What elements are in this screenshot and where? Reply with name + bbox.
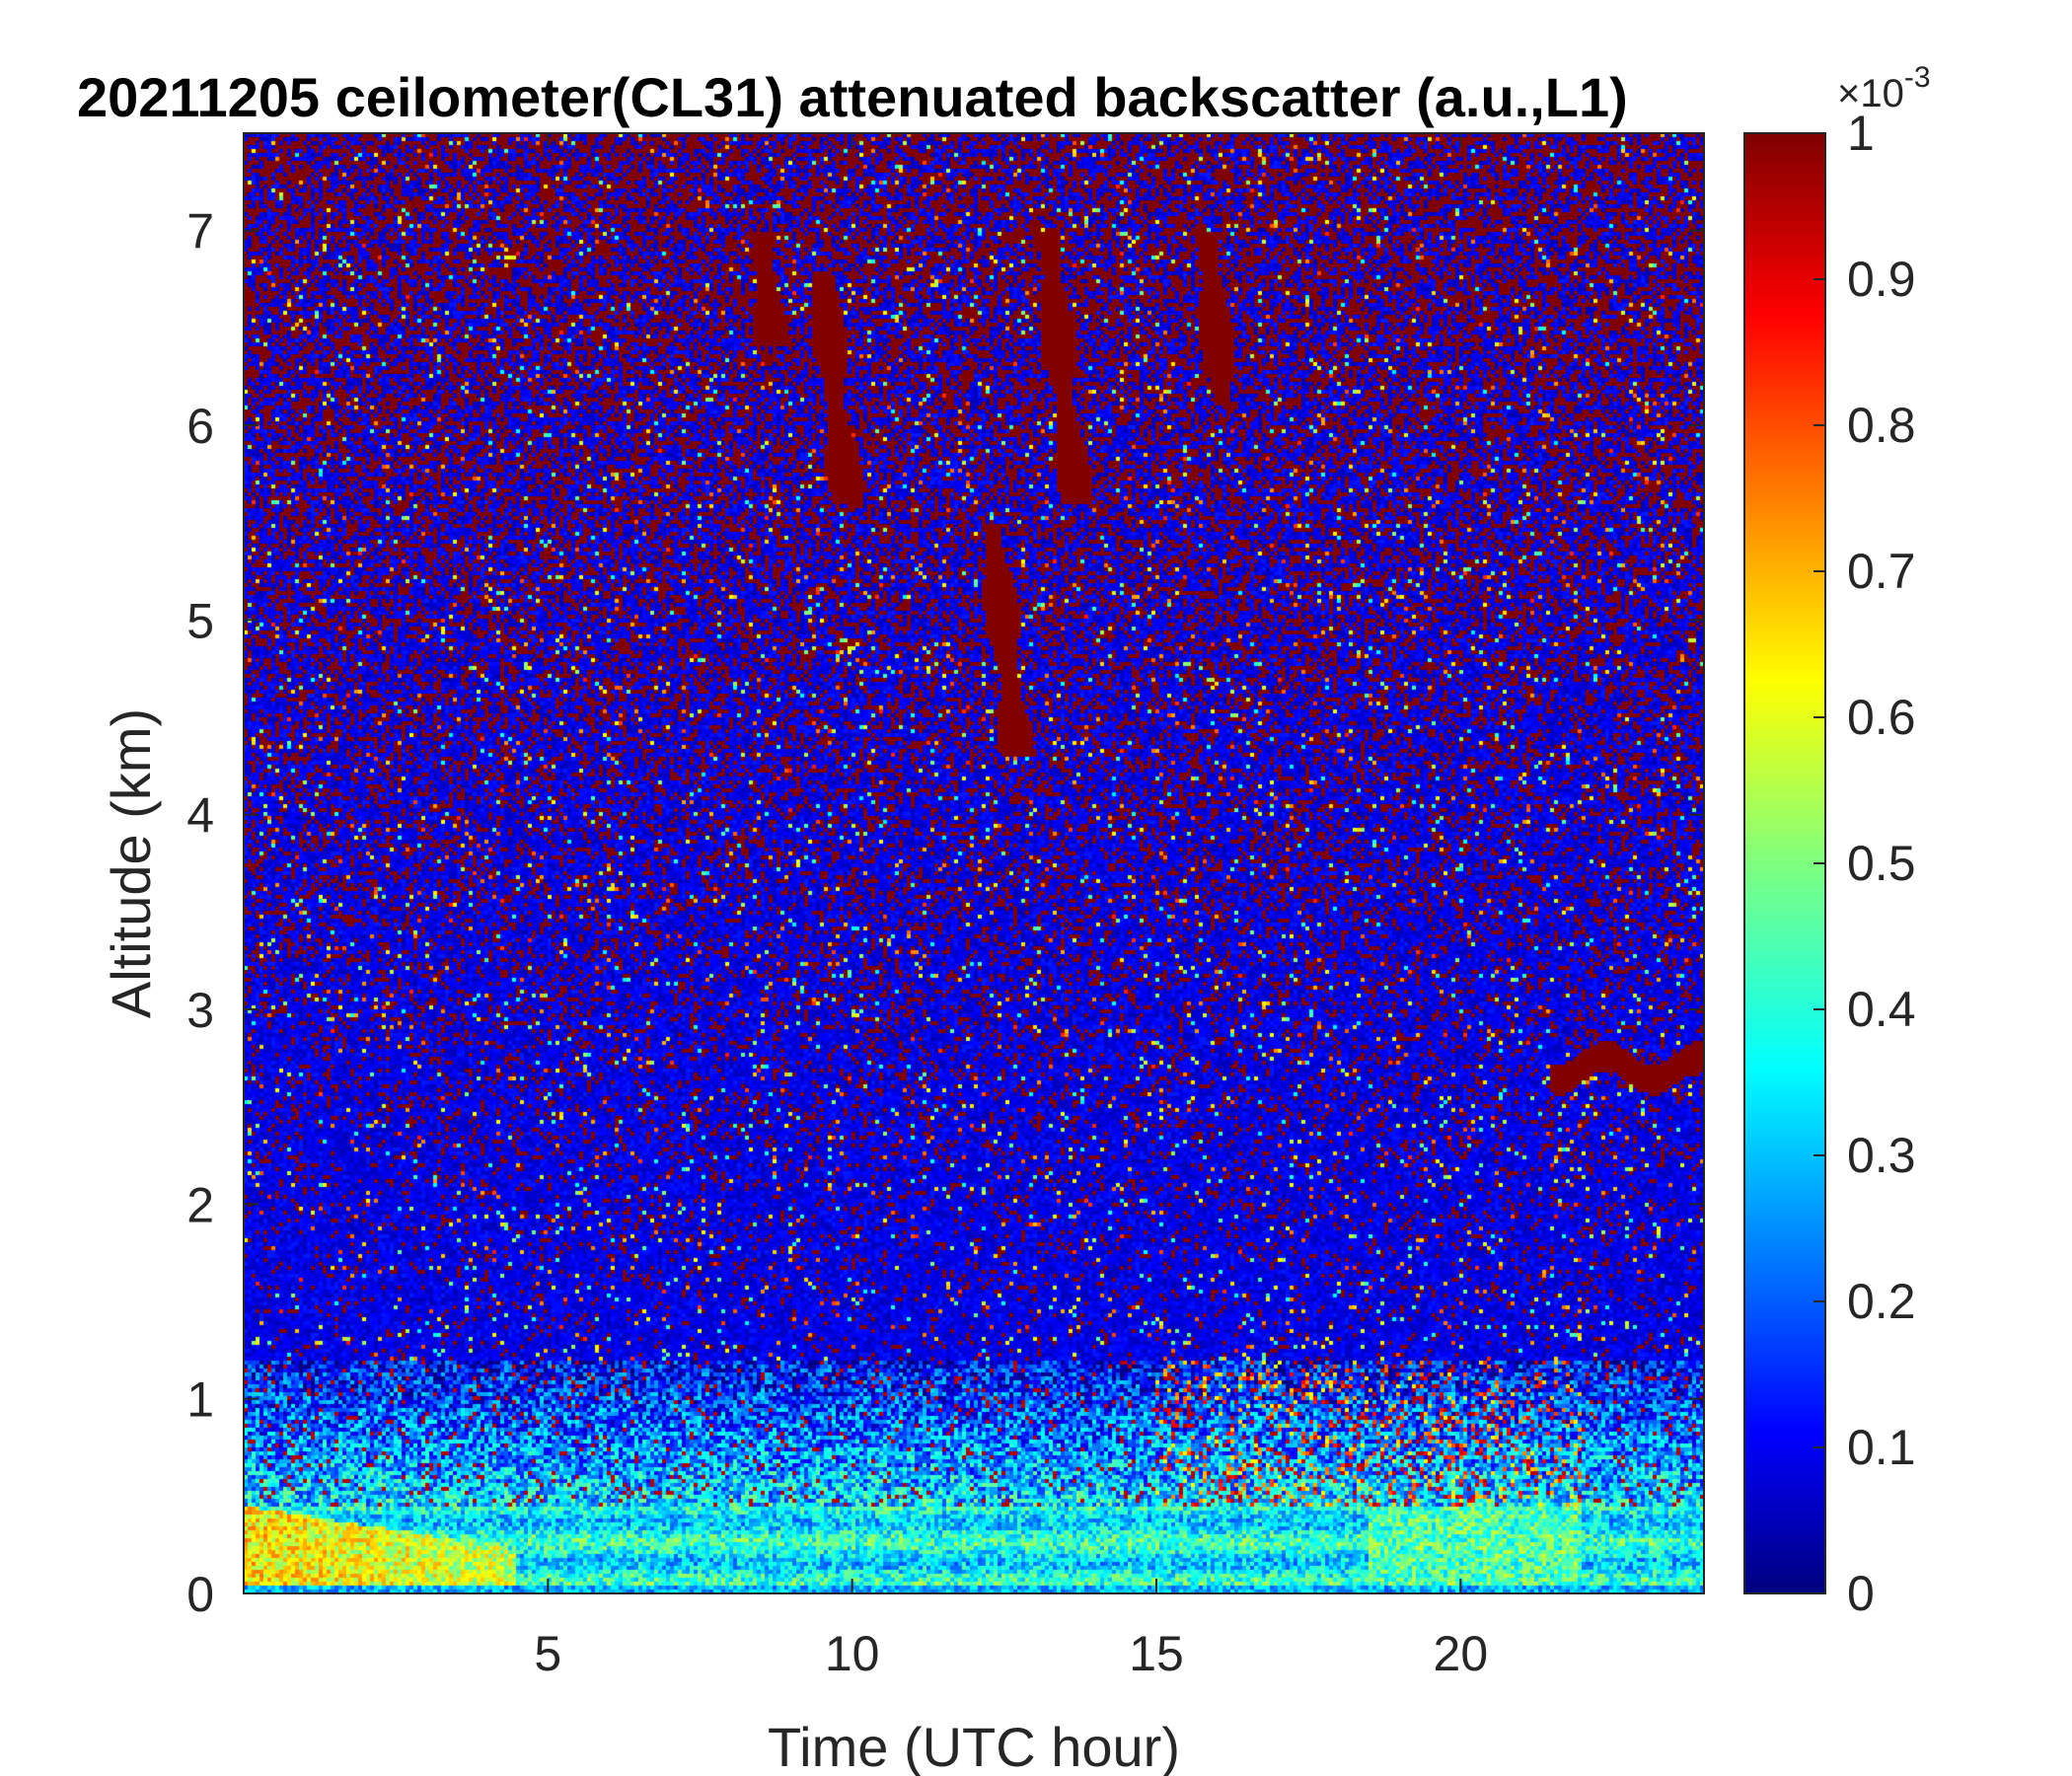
colorbar-tick-label: 1 — [1847, 106, 1875, 161]
y-tick-label: 4 — [186, 788, 214, 844]
plot-frame — [243, 132, 1705, 1594]
heatmap-raster — [244, 133, 1704, 1593]
y-tick-label: 5 — [186, 593, 214, 648]
colorbar-exponent-base: ×10 — [1837, 72, 1904, 115]
colorbar-tick-label: 0.1 — [1847, 1420, 1916, 1475]
y-tick-label: 3 — [186, 983, 214, 1038]
colorbar-tick-label: 0.6 — [1847, 690, 1916, 745]
y-tick-label: 7 — [186, 204, 214, 259]
x-axis-label: Time (UTC hour) — [768, 1716, 1180, 1776]
backscatter-heatmap — [244, 133, 1704, 1593]
y-tick-label: 1 — [186, 1372, 214, 1428]
x-tick-label: 10 — [825, 1626, 880, 1681]
colorbar-gradient — [1743, 132, 1826, 1594]
colorbar-tick-label: 0 — [1847, 1566, 1875, 1621]
colorbar-tick-label: 0.7 — [1847, 544, 1916, 599]
colorbar-tick-label: 0.5 — [1847, 836, 1916, 891]
colorbar-tick-label: 0.3 — [1847, 1128, 1916, 1183]
colorbar-tick-label: 0.8 — [1847, 398, 1916, 453]
y-axis-label: Altitude (km) — [100, 708, 162, 1018]
plot-area — [243, 132, 1705, 1594]
colorbar-tick-label: 0.4 — [1847, 982, 1916, 1037]
y-tick-label: 6 — [186, 399, 214, 454]
colorbar-ticks: 0 0.1 0.2 0.3 0.4 0.5 0.6 0.7 0.8 0.9 1 — [1813, 106, 1916, 1621]
colorbar-tick-label: 0.2 — [1847, 1274, 1916, 1329]
x-axis: 5 10 15 20 — [534, 133, 1488, 1681]
colorbar: 0 0.1 0.2 0.3 0.4 0.5 0.6 0.7 0.8 0.9 1 ×10-3 — [1743, 61, 1931, 1621]
colorbar-tick-label: 0.9 — [1847, 252, 1916, 307]
chart-title: 20211205 ceilometer(CL31) attenuated bac… — [77, 66, 1628, 128]
y-axis: 0 1 2 3 4 5 6 7 — [186, 204, 1704, 1622]
colorbar-exponent: ×10-3 — [1837, 61, 1931, 115]
colorbar-exponent-power: -3 — [1904, 61, 1931, 94]
x-tick-label: 5 — [534, 1626, 561, 1681]
y-tick-label: 0 — [186, 1567, 214, 1622]
x-tick-label: 15 — [1129, 1626, 1184, 1681]
x-tick-label: 20 — [1434, 1626, 1489, 1681]
y-tick-label: 2 — [186, 1177, 214, 1232]
